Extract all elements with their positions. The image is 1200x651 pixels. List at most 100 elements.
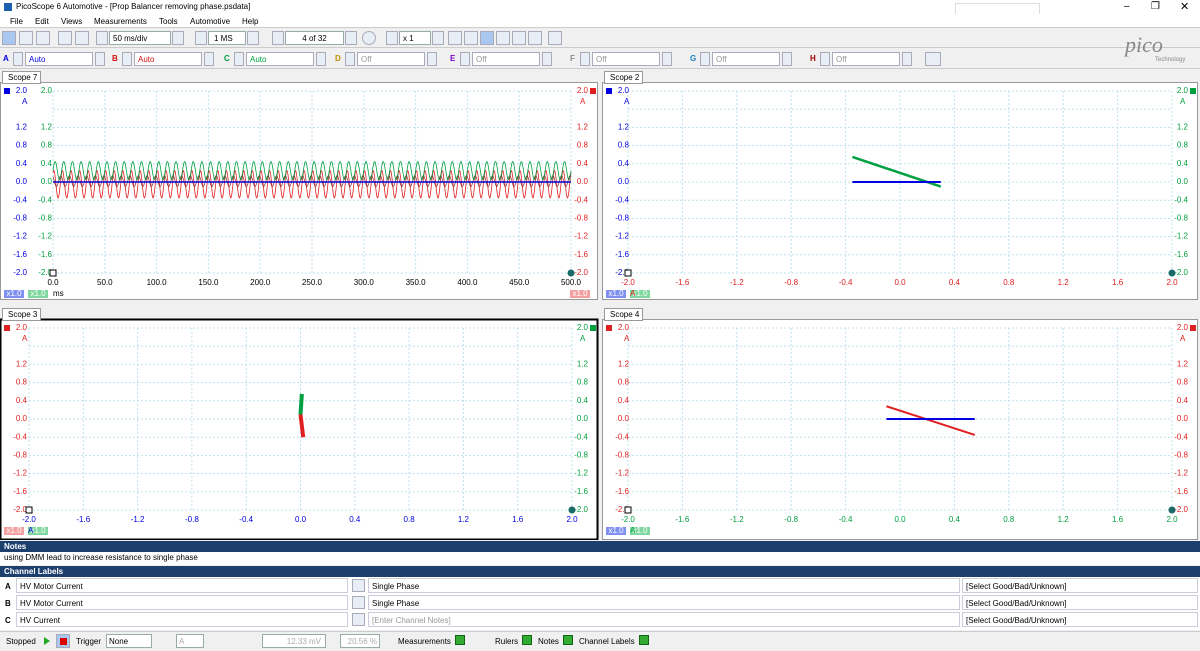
channel-next[interactable] bbox=[95, 52, 105, 66]
channel-prev[interactable] bbox=[460, 52, 470, 66]
channel-name[interactable]: HV Motor Current bbox=[16, 578, 348, 593]
maximize[interactable]: ❐ bbox=[1151, 1, 1160, 12]
trigger-channel[interactable]: A bbox=[176, 634, 204, 648]
channel-range[interactable]: Off bbox=[832, 52, 900, 66]
channel-next[interactable] bbox=[316, 52, 326, 66]
menu-item[interactable]: File bbox=[10, 17, 23, 26]
edit-button[interactable] bbox=[352, 596, 365, 609]
stop-button[interactable] bbox=[56, 634, 70, 648]
timebase[interactable]: 50 ms/div bbox=[109, 31, 171, 45]
buffer[interactable]: 4 of 32 bbox=[285, 31, 344, 45]
status-toggle[interactable] bbox=[522, 635, 532, 645]
next-zoom[interactable] bbox=[432, 31, 444, 45]
home[interactable] bbox=[75, 31, 89, 45]
menu-item[interactable]: Views bbox=[61, 17, 83, 26]
channel-name[interactable]: HV Motor Current bbox=[16, 595, 348, 610]
y-unit: A bbox=[624, 334, 630, 343]
menu-item[interactable]: Tools bbox=[159, 17, 178, 26]
rating-select[interactable]: [Select Good/Bad/Unknown] bbox=[962, 578, 1198, 593]
notes-text[interactable]: using DMM lead to increase resistance to… bbox=[0, 552, 1200, 565]
rating-select[interactable]: [Select Good/Bad/Unknown] bbox=[962, 595, 1198, 610]
undo-zoom[interactable] bbox=[528, 31, 542, 45]
trigger-level[interactable]: 12.33 mV bbox=[262, 634, 326, 648]
prev-timebase[interactable] bbox=[96, 31, 108, 45]
x-tick-label: 0.0 bbox=[894, 278, 906, 287]
y-tick-label: -1.2 bbox=[13, 232, 27, 241]
scope-mode[interactable] bbox=[2, 31, 16, 45]
channel-prev[interactable] bbox=[122, 52, 132, 66]
y-unit: A bbox=[1180, 97, 1186, 106]
channel-prev[interactable] bbox=[13, 52, 23, 66]
channel-range[interactable]: Off bbox=[472, 52, 540, 66]
prev-samples[interactable] bbox=[195, 31, 207, 45]
channel-note[interactable]: Single Phase bbox=[368, 578, 960, 593]
row-letter: C bbox=[5, 616, 11, 625]
probe[interactable] bbox=[58, 31, 72, 45]
y-tick-label: 0.4 bbox=[577, 159, 589, 168]
y-unit: A bbox=[1180, 334, 1186, 343]
status-toggle[interactable] bbox=[563, 635, 573, 645]
menu-item[interactable]: Automotive bbox=[190, 17, 231, 26]
y-tick-label: 2.0 bbox=[16, 323, 28, 332]
channel-next[interactable] bbox=[902, 52, 912, 66]
channel-range[interactable]: Auto bbox=[246, 52, 314, 66]
edit-button[interactable] bbox=[352, 613, 365, 626]
start-button[interactable] bbox=[44, 637, 50, 645]
prev-buffer[interactable] bbox=[272, 31, 284, 45]
y-tick-label: -2.0 bbox=[13, 268, 27, 277]
trigger-mode[interactable]: None bbox=[106, 634, 152, 648]
persist-mode[interactable] bbox=[19, 31, 33, 45]
channel-name[interactable]: HV Current bbox=[16, 612, 348, 627]
next-buffer[interactable] bbox=[345, 31, 357, 45]
status-toggle[interactable] bbox=[639, 635, 649, 645]
channel-range[interactable]: Off bbox=[592, 52, 660, 66]
minimize[interactable]: – bbox=[1124, 1, 1130, 12]
zoom-out[interactable] bbox=[512, 31, 526, 45]
samples[interactable]: 1 MS bbox=[208, 31, 246, 45]
channel-range[interactable]: Auto bbox=[25, 52, 93, 66]
prev-zoom[interactable] bbox=[386, 31, 398, 45]
channel-next[interactable] bbox=[427, 52, 437, 66]
spectrum-mode[interactable] bbox=[36, 31, 50, 45]
scale-box bbox=[4, 527, 24, 535]
menu-item[interactable]: Edit bbox=[35, 17, 49, 26]
channel-note[interactable]: [Enter Channel Notes] bbox=[368, 612, 960, 627]
channel-prev[interactable] bbox=[345, 52, 355, 66]
scope-panel bbox=[0, 82, 598, 300]
select-tool[interactable] bbox=[448, 31, 462, 45]
more-channels[interactable] bbox=[925, 52, 941, 66]
menu-item[interactable]: Measurements bbox=[94, 17, 147, 26]
ruler-handle bbox=[567, 269, 575, 277]
channel-next[interactable] bbox=[782, 52, 792, 66]
zoom[interactable]: x 1 bbox=[399, 31, 431, 45]
close[interactable]: ✕ bbox=[1180, 1, 1190, 13]
channel-range[interactable]: Off bbox=[712, 52, 780, 66]
zoom-in[interactable] bbox=[496, 31, 510, 45]
menu-item[interactable]: Help bbox=[242, 17, 259, 26]
channel-range[interactable]: Auto bbox=[134, 52, 202, 66]
y-tick-label: -1.2 bbox=[574, 232, 588, 241]
channel-prev[interactable] bbox=[234, 52, 244, 66]
next-timebase[interactable] bbox=[172, 31, 184, 45]
hand-tool[interactable] bbox=[464, 31, 478, 45]
x-tick-label: -0.4 bbox=[839, 515, 853, 524]
edit-button[interactable] bbox=[352, 579, 365, 592]
pretrigger[interactable]: 20.56 % bbox=[340, 634, 380, 648]
y-tick-label: -2.0 bbox=[1174, 268, 1188, 277]
status-toggle[interactable] bbox=[455, 635, 465, 645]
channel-range[interactable]: Off bbox=[357, 52, 425, 66]
x-tick-label: -1.2 bbox=[131, 515, 145, 524]
next-samples[interactable] bbox=[247, 31, 259, 45]
y-tick-label: 2.0 bbox=[1177, 323, 1189, 332]
rating-select[interactable]: [Select Good/Bad/Unknown] bbox=[962, 612, 1198, 627]
zoom-tool[interactable] bbox=[480, 31, 494, 45]
channel-next[interactable] bbox=[542, 52, 552, 66]
channel-prev[interactable] bbox=[700, 52, 710, 66]
channel-next[interactable] bbox=[204, 52, 214, 66]
channel-prev[interactable] bbox=[820, 52, 830, 66]
zoom-fit[interactable] bbox=[548, 31, 562, 45]
channel-prev[interactable] bbox=[580, 52, 590, 66]
channel-next[interactable] bbox=[662, 52, 672, 66]
signal-generator[interactable] bbox=[362, 31, 376, 45]
channel-note[interactable]: Single Phase bbox=[368, 595, 960, 610]
